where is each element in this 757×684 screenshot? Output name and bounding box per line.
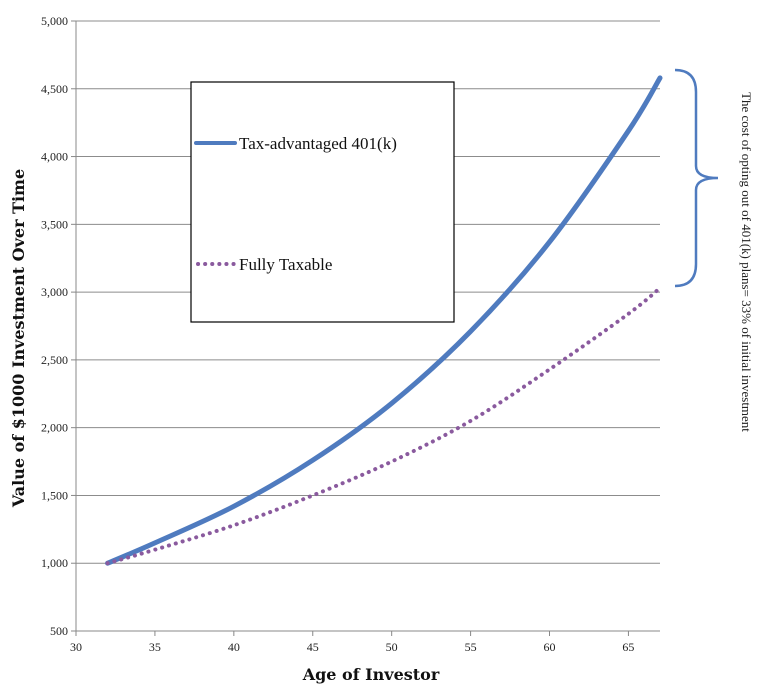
y-tick-label: 5,000 bbox=[41, 14, 68, 28]
series-layer bbox=[105, 75, 663, 566]
annotation-bracket bbox=[674, 68, 719, 288]
y-tick-label: 500 bbox=[50, 624, 68, 638]
legend: Tax-advantaged 401(k) Fully Taxable bbox=[190, 81, 455, 323]
y-tick-label: 3,500 bbox=[41, 217, 68, 231]
y-tick-label: 1,000 bbox=[41, 556, 68, 570]
x-tick-label: 35 bbox=[149, 640, 161, 654]
y-tick-label: 3,000 bbox=[41, 285, 68, 299]
legend-label-taxable: Fully Taxable bbox=[239, 255, 332, 274]
series-line-401k bbox=[105, 75, 663, 566]
legend-box bbox=[190, 81, 455, 323]
y-tick-label: 2,500 bbox=[41, 353, 68, 367]
y-tick-label: 4,500 bbox=[41, 82, 68, 96]
x-tick-label: 45 bbox=[307, 640, 319, 654]
y-axis-ticks: 500 1,000 1,500 2,000 2,500 3,000 3,500 4,000 4,… bbox=[41, 14, 76, 638]
y-axis-title: Value of $1000 Investment Over Time bbox=[9, 169, 28, 508]
x-tick-label: 55 bbox=[465, 640, 477, 654]
x-tick-label: 60 bbox=[544, 640, 556, 654]
x-axis-ticks: 30 35 40 45 50 55 60 65 bbox=[70, 631, 634, 654]
legend-label-401k: Tax-advantaged 401(k) bbox=[239, 134, 397, 153]
x-axis-title: Age of Investor bbox=[302, 665, 440, 684]
series-line-taxable bbox=[105, 286, 662, 566]
x-tick-label: 65 bbox=[622, 640, 634, 654]
x-tick-label: 50 bbox=[386, 640, 398, 654]
x-tick-label: 30 bbox=[70, 640, 82, 654]
y-tick-label: 4,000 bbox=[41, 150, 68, 164]
annotation-text: The cost of opting out of 401(k) plans= … bbox=[739, 92, 754, 432]
x-tick-label: 40 bbox=[228, 640, 240, 654]
y-tick-label: 1,500 bbox=[41, 488, 68, 502]
y-tick-label: 2,000 bbox=[41, 421, 68, 435]
